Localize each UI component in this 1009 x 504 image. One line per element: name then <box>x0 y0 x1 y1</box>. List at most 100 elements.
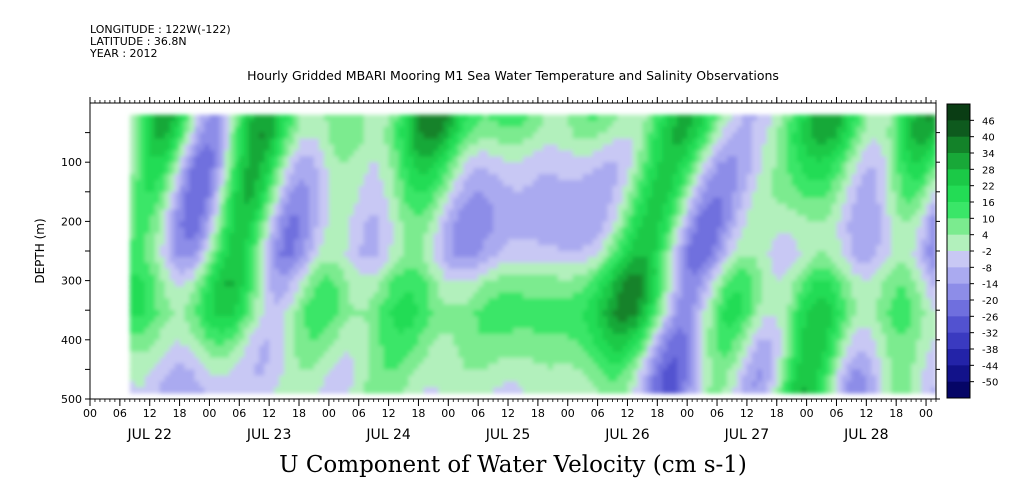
heatmap-cell <box>299 304 305 311</box>
heatmap-cell <box>368 286 375 294</box>
heatmap-cell <box>199 144 206 151</box>
heatmap-cell <box>393 215 400 222</box>
heatmap-cell <box>164 168 171 175</box>
heatmap-cell <box>303 215 310 222</box>
heatmap-cell <box>577 333 584 341</box>
heatmap-cell <box>333 120 340 128</box>
heatmap-cell <box>134 369 141 376</box>
heatmap-cell <box>313 304 320 311</box>
heatmap-cell <box>219 310 225 317</box>
heatmap-cell <box>423 369 429 376</box>
heatmap-cell <box>229 138 235 146</box>
heatmap-cell <box>438 274 444 282</box>
heatmap-cell <box>244 262 250 270</box>
heatmap-cell <box>294 351 300 359</box>
heatmap-cell <box>418 345 425 353</box>
heatmap-cell <box>642 351 648 359</box>
heatmap-cell <box>219 304 225 311</box>
heatmap-cell <box>289 209 295 217</box>
heatmap-cell <box>264 114 270 122</box>
heatmap-cell <box>209 369 216 376</box>
heatmap-cell <box>323 256 330 264</box>
heatmap-cell <box>632 144 639 151</box>
heatmap-cell <box>483 185 489 193</box>
heatmap-cell <box>632 203 639 211</box>
heatmap-cell <box>169 369 176 376</box>
heatmap-cell <box>209 197 216 205</box>
heatmap-cell <box>503 209 509 217</box>
heatmap-cell <box>149 221 156 228</box>
heatmap-cell <box>239 162 245 169</box>
heatmap-cell <box>224 221 230 228</box>
heatmap-cell <box>274 298 280 305</box>
heatmap-cell <box>294 298 300 305</box>
heatmap-cell <box>348 209 355 217</box>
heatmap-cell <box>562 114 569 122</box>
heatmap-cell <box>373 316 380 323</box>
heatmap-cell <box>408 251 415 258</box>
heatmap-cell <box>647 262 653 270</box>
heatmap-cell <box>229 274 235 282</box>
heatmap-cell <box>333 156 340 163</box>
heatmap-cell <box>403 351 410 359</box>
heatmap-cell <box>129 197 136 205</box>
heatmap-cell <box>164 179 171 187</box>
heatmap-cell <box>169 179 176 187</box>
heatmap-cell <box>274 233 280 240</box>
heatmap-cell <box>627 168 634 175</box>
heatmap-cell <box>338 197 345 205</box>
heatmap-cell <box>264 268 270 276</box>
heatmap-cell <box>383 280 390 288</box>
heatmap-cell <box>483 144 489 151</box>
heatmap-cell <box>308 162 315 169</box>
heatmap-cell <box>617 298 624 305</box>
heatmap-cell <box>204 351 211 359</box>
heatmap-cell <box>239 298 245 305</box>
heatmap-cell <box>328 280 335 288</box>
heatmap-cell <box>428 227 434 234</box>
heatmap-cell <box>612 144 619 151</box>
heatmap-cell <box>652 233 658 240</box>
heatmap-cell <box>532 351 539 359</box>
heatmap-cell <box>199 298 206 305</box>
heatmap-cell <box>204 256 211 264</box>
heatmap-cell <box>328 114 335 122</box>
heatmap-cell <box>318 268 325 276</box>
heatmap-cell <box>214 132 220 140</box>
heatmap-cell <box>403 132 410 140</box>
heatmap-cell <box>503 162 509 169</box>
heatmap-cell <box>542 144 549 151</box>
heatmap-cell <box>463 144 469 151</box>
heatmap-cell <box>493 209 499 217</box>
heatmap-cell <box>318 215 325 222</box>
heatmap-cell <box>139 233 146 240</box>
heatmap-cell <box>418 322 425 329</box>
heatmap-cell <box>547 387 554 394</box>
heatmap-cell <box>204 363 211 370</box>
heatmap-cell <box>463 233 469 240</box>
heatmap-cell <box>174 132 181 140</box>
heatmap-cell <box>642 375 648 382</box>
heatmap-cell <box>164 268 171 276</box>
heatmap-cell <box>129 221 136 228</box>
heatmap-cell <box>318 227 325 234</box>
heatmap-cell <box>547 138 554 146</box>
heatmap-cell <box>289 197 295 205</box>
heatmap-cell <box>483 126 489 134</box>
heatmap-cell <box>139 209 146 217</box>
heatmap-cell <box>358 292 365 299</box>
heatmap-cell <box>294 203 300 211</box>
heatmap-cell <box>144 274 151 282</box>
heatmap-cell <box>313 369 320 376</box>
heatmap-cell <box>144 203 151 211</box>
heatmap-cell <box>139 262 146 270</box>
heatmap-cell <box>657 132 663 140</box>
heatmap-cell <box>189 168 196 175</box>
heatmap-cell <box>229 322 235 329</box>
heatmap-cell <box>358 174 365 181</box>
heatmap-cell <box>612 126 619 134</box>
heatmap-cell <box>582 120 589 128</box>
heatmap-cell <box>587 268 594 276</box>
heatmap-cell <box>303 120 310 128</box>
heatmap-cell <box>164 245 171 252</box>
